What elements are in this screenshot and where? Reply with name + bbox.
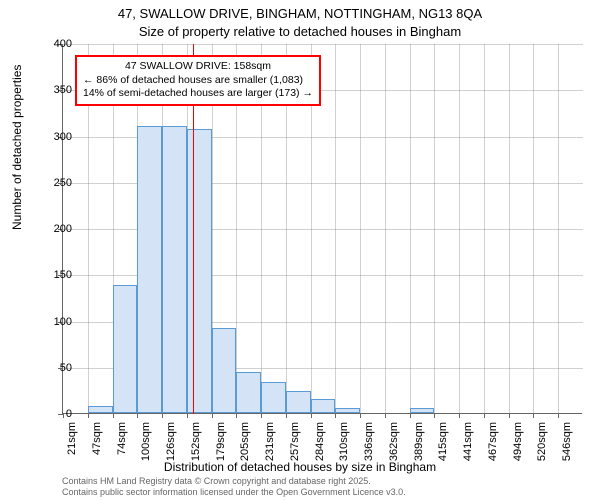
- gridline-vertical: [385, 44, 386, 414]
- gridline-vertical: [558, 44, 559, 414]
- xtick-label: 415sqm: [437, 422, 449, 461]
- xtick-label: 520sqm: [536, 422, 548, 461]
- histogram-bar: [335, 408, 360, 413]
- xtick: [212, 413, 213, 418]
- xtick: [360, 413, 361, 418]
- histogram-bar: [212, 328, 237, 413]
- ytick-label: 50: [32, 362, 72, 374]
- gridline-vertical: [484, 44, 485, 414]
- histogram-bar: [137, 126, 162, 413]
- gridline-vertical: [434, 44, 435, 414]
- annotation-line3: 14% of semi-detached houses are larger (…: [83, 87, 313, 101]
- xtick-label: 546sqm: [561, 422, 573, 461]
- footer-line2: Contains public sector information licen…: [62, 487, 406, 498]
- histogram-bar: [410, 408, 435, 413]
- histogram-bar: [236, 372, 261, 413]
- xtick: [236, 413, 237, 418]
- xtick-label: 205sqm: [239, 422, 251, 461]
- ytick-label: 250: [32, 177, 72, 189]
- gridline-vertical: [360, 44, 361, 414]
- y-axis-label: Number of detached properties: [10, 65, 24, 230]
- xtick-label: 389sqm: [413, 422, 425, 461]
- histogram-bar: [311, 399, 336, 413]
- xtick: [113, 413, 114, 418]
- histogram-bar: [187, 129, 212, 413]
- histogram-bar: [162, 126, 187, 413]
- xtick: [484, 413, 485, 418]
- ytick-label: 100: [32, 316, 72, 328]
- xtick-label: 257sqm: [289, 422, 301, 461]
- xtick-label: 231sqm: [264, 422, 276, 461]
- xtick-label: 179sqm: [215, 422, 227, 461]
- gridline-horizontal: [63, 44, 583, 45]
- xtick-label: 362sqm: [388, 422, 400, 461]
- xtick: [558, 413, 559, 418]
- xtick-label: 284sqm: [314, 422, 326, 461]
- histogram-bar: [88, 406, 113, 413]
- xtick-label: 467sqm: [487, 422, 499, 461]
- xtick: [509, 413, 510, 418]
- xtick-label: 100sqm: [140, 422, 152, 461]
- gridline-vertical: [335, 44, 336, 414]
- ytick-label: 400: [32, 38, 72, 50]
- xtick: [410, 413, 411, 418]
- xtick: [533, 413, 534, 418]
- xtick: [88, 413, 89, 418]
- xtick: [137, 413, 138, 418]
- xtick-label: 441sqm: [462, 422, 474, 461]
- xtick-label: 310sqm: [338, 422, 350, 461]
- xtick-label: 126sqm: [165, 422, 177, 461]
- xtick: [286, 413, 287, 418]
- xtick: [311, 413, 312, 418]
- xtick-label: 494sqm: [512, 422, 524, 461]
- xtick-label: 336sqm: [363, 422, 375, 461]
- gridline-vertical: [533, 44, 534, 414]
- xtick: [385, 413, 386, 418]
- footer-line1: Contains HM Land Registry data © Crown c…: [62, 476, 406, 487]
- gridline-vertical: [509, 44, 510, 414]
- xtick: [187, 413, 188, 418]
- annotation-line2: ← 86% of detached houses are smaller (1,…: [83, 74, 313, 88]
- xtick-label: 152sqm: [190, 422, 202, 461]
- x-axis-label: Distribution of detached houses by size …: [0, 460, 600, 474]
- ytick-label: 350: [32, 84, 72, 96]
- ytick-label: 300: [32, 131, 72, 143]
- ytick-label: 150: [32, 269, 72, 281]
- chart-title-main: 47, SWALLOW DRIVE, BINGHAM, NOTTINGHAM, …: [0, 6, 600, 21]
- xtick-label: 47sqm: [91, 422, 103, 455]
- xtick-label: 21sqm: [66, 422, 78, 455]
- xtick-label: 74sqm: [116, 422, 128, 455]
- xtick: [459, 413, 460, 418]
- xtick: [434, 413, 435, 418]
- annotation-callout: 47 SWALLOW DRIVE: 158sqm ← 86% of detach…: [75, 55, 321, 106]
- histogram-bar: [286, 391, 311, 413]
- annotation-line1: 47 SWALLOW DRIVE: 158sqm: [83, 60, 313, 74]
- xtick: [335, 413, 336, 418]
- histogram-bar: [261, 382, 286, 413]
- gridline-vertical: [410, 44, 411, 414]
- footer-attribution: Contains HM Land Registry data © Crown c…: [62, 476, 406, 498]
- ytick-label: 0: [32, 408, 72, 420]
- xtick: [261, 413, 262, 418]
- gridline-vertical: [459, 44, 460, 414]
- chart-title-sub: Size of property relative to detached ho…: [0, 24, 600, 39]
- ytick-label: 200: [32, 223, 72, 235]
- xtick: [162, 413, 163, 418]
- histogram-bar: [113, 285, 138, 413]
